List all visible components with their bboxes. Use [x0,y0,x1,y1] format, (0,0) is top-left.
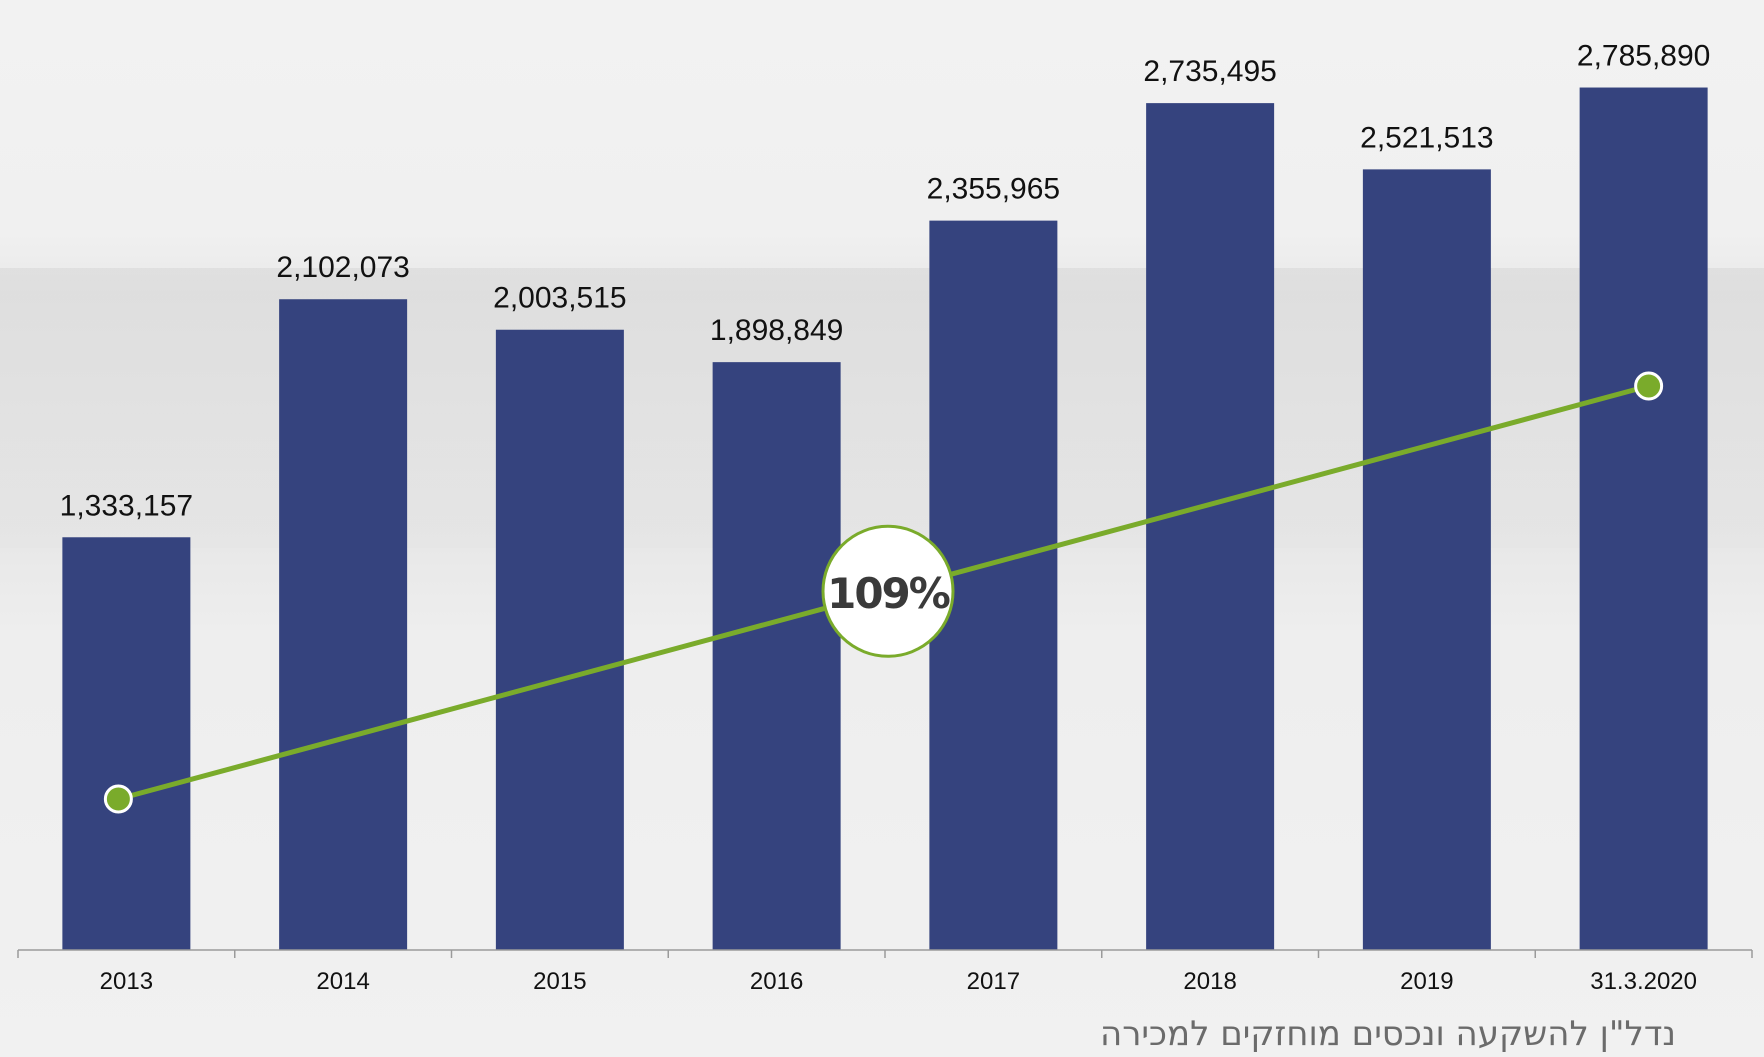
tick-label-31.3.2020: 31.3.2020 [1590,968,1697,995]
growth-badge: 109% [821,524,955,658]
data-label-2017: 2,355,965 [927,173,1060,206]
tick-label-2014: 2014 [316,968,369,995]
trend-end-point [1634,371,1664,401]
data-label-2018: 2,735,495 [1143,55,1276,88]
data-label-2016: 1,898,849 [710,314,843,347]
data-label-2013: 1,333,157 [60,489,193,522]
growth-label: 109% [827,569,950,618]
growth-badge-circle [821,524,955,658]
tick-label-2015: 2015 [533,968,586,995]
bar-2013 [62,537,191,950]
bar-2015 [495,329,624,950]
bar-2019 [1362,169,1491,950]
data-label-2014: 2,102,073 [276,251,409,284]
tick-label-2013: 2013 [100,968,153,995]
tick-label-2016: 2016 [750,968,803,995]
tick-label-2018: 2018 [1183,968,1236,995]
x-axis [17,949,1753,958]
trend-layer: 109% [103,371,1664,814]
data-label-2015: 2,003,515 [493,282,626,315]
tick-labels-layer: 2013 2014 2015 2016 2017 2018 2019 31.3.2020 [100,968,1697,995]
bar-2014 [279,299,408,950]
bar-31.3.2020 [1579,87,1708,951]
data-label-2019: 2,521,513 [1360,121,1493,154]
tick-label-2017: 2017 [967,968,1020,995]
data-labels-layer: 1,333,157 2,102,073 2,003,515 1,898,849 2,35… [60,40,1711,523]
chart-title: נדל"ן להשקעה ונכסים מוחזקים למכירה [1100,1014,1676,1054]
bar-2016 [712,362,841,950]
trend-start-point [103,784,133,814]
bars-layer [62,87,1708,951]
data-label-31.3.2020: 2,785,890 [1577,40,1710,73]
tick-label-2019: 2019 [1400,968,1453,995]
bar-2018 [1146,103,1275,950]
